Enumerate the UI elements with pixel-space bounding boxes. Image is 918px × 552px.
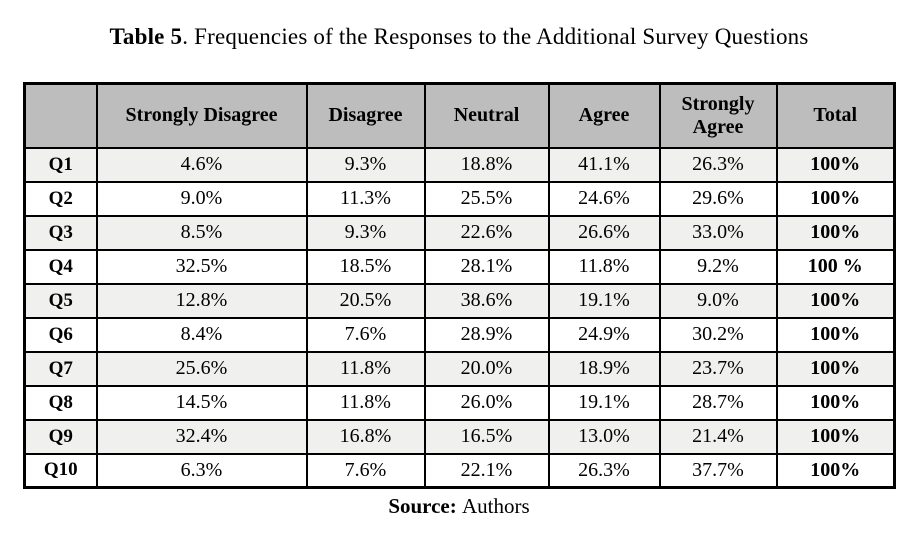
cell-neutral: 22.1%: [423, 452, 550, 489]
cell-total: 100%: [775, 452, 896, 489]
cell-disagree: 9.3%: [305, 146, 426, 183]
cell-strongly-agree: 29.6%: [658, 180, 778, 217]
table-row-q4: Q4 32.5% 18.5% 28.1% 11.8% 9.2% 100 %: [23, 248, 896, 285]
cell-total: 100%: [775, 384, 896, 421]
cell-total: 100%: [775, 146, 896, 183]
table-row-q6: Q6 8.4% 7.6% 28.9% 24.9% 30.2% 100%: [23, 316, 896, 353]
cell-strongly-disagree: 8.4%: [95, 316, 308, 353]
header-row: Strongly Disagree Disagree Neutral Agree…: [23, 82, 896, 149]
cell-agree: 24.6%: [547, 180, 661, 217]
source-author: Authors: [462, 494, 530, 518]
cell-total: 100%: [775, 418, 896, 455]
cell-neutral: 16.5%: [423, 418, 550, 455]
cell-disagree: 11.3%: [305, 180, 426, 217]
row-label: Q3: [23, 214, 98, 251]
source-note: Source: Authors: [0, 494, 918, 519]
row-label: Q7: [23, 350, 98, 387]
cell-total: 100%: [775, 316, 896, 353]
cell-neutral: 25.5%: [423, 180, 550, 217]
cell-disagree: 16.8%: [305, 418, 426, 455]
header-cell-neutral: Neutral: [423, 82, 550, 149]
row-label: Q6: [23, 316, 98, 353]
cell-disagree: 7.6%: [305, 452, 426, 489]
cell-agree: 24.9%: [547, 316, 661, 353]
cell-agree: 19.1%: [547, 282, 661, 319]
table-body: Q1 4.6% 9.3% 18.8% 41.1% 26.3% 100% Q2 9…: [23, 146, 896, 489]
table-row-q5: Q5 12.8% 20.5% 38.6% 19.1% 9.0% 100%: [23, 282, 896, 319]
cell-agree: 26.6%: [547, 214, 661, 251]
cell-strongly-disagree: 12.8%: [95, 282, 308, 319]
cell-total: 100 %: [775, 248, 896, 285]
row-label: Q8: [23, 384, 98, 421]
cell-disagree: 18.5%: [305, 248, 426, 285]
cell-strongly-agree: 33.0%: [658, 214, 778, 251]
cell-strongly-agree: 9.0%: [658, 282, 778, 319]
cell-total: 100%: [775, 180, 896, 217]
header-cell-total: Total: [775, 82, 896, 149]
cell-agree: 19.1%: [547, 384, 661, 421]
header-cell-blank: [23, 82, 98, 149]
cell-agree: 11.8%: [547, 248, 661, 285]
row-label: Q10: [23, 452, 98, 489]
cell-total: 100%: [775, 282, 896, 319]
table-row-q7: Q7 25.6% 11.8% 20.0% 18.9% 23.7% 100%: [23, 350, 896, 387]
table-caption-text: . Frequencies of the Responses to the Ad…: [182, 24, 809, 49]
header-cell-strongly-agree: Strongly Agree: [658, 82, 778, 149]
cell-disagree: 7.6%: [305, 316, 426, 353]
table-row-q1: Q1 4.6% 9.3% 18.8% 41.1% 26.3% 100%: [23, 146, 896, 183]
cell-agree: 13.0%: [547, 418, 661, 455]
cell-strongly-agree: 37.7%: [658, 452, 778, 489]
table-caption-number: Table 5: [109, 24, 183, 49]
cell-strongly-agree: 28.7%: [658, 384, 778, 421]
cell-disagree: 11.8%: [305, 350, 426, 387]
cell-neutral: 22.6%: [423, 214, 550, 251]
header-cell-agree: Agree: [547, 82, 661, 149]
table-row-q10: Q10 6.3% 7.6% 22.1% 26.3% 37.7% 100%: [23, 452, 896, 489]
row-label: Q5: [23, 282, 98, 319]
cell-strongly-disagree: 4.6%: [95, 146, 308, 183]
cell-neutral: 26.0%: [423, 384, 550, 421]
table-row-q8: Q8 14.5% 11.8% 26.0% 19.1% 28.7% 100%: [23, 384, 896, 421]
cell-total: 100%: [775, 214, 896, 251]
cell-agree: 41.1%: [547, 146, 661, 183]
cell-strongly-agree: 21.4%: [658, 418, 778, 455]
cell-total: 100%: [775, 350, 896, 387]
row-label: Q2: [23, 180, 98, 217]
row-label: Q1: [23, 146, 98, 183]
cell-strongly-disagree: 14.5%: [95, 384, 308, 421]
cell-neutral: 28.9%: [423, 316, 550, 353]
table-row-q9: Q9 32.4% 16.8% 16.5% 13.0% 21.4% 100%: [23, 418, 896, 455]
cell-disagree: 9.3%: [305, 214, 426, 251]
cell-disagree: 11.8%: [305, 384, 426, 421]
cell-neutral: 38.6%: [423, 282, 550, 319]
frequencies-table: Strongly Disagree Disagree Neutral Agree…: [23, 82, 896, 489]
cell-neutral: 20.0%: [423, 350, 550, 387]
cell-strongly-agree: 23.7%: [658, 350, 778, 387]
table-row-q2: Q2 9.0% 11.3% 25.5% 24.6% 29.6% 100%: [23, 180, 896, 217]
table-caption: Table 5. Frequencies of the Responses to…: [0, 24, 918, 50]
cell-strongly-disagree: 6.3%: [95, 452, 308, 489]
cell-strongly-disagree: 32.4%: [95, 418, 308, 455]
source-label: Source:: [388, 494, 457, 518]
cell-neutral: 18.8%: [423, 146, 550, 183]
cell-agree: 26.3%: [547, 452, 661, 489]
table-header: Strongly Disagree Disagree Neutral Agree…: [23, 82, 896, 149]
header-cell-strongly-disagree: Strongly Disagree: [95, 82, 308, 149]
row-label: Q9: [23, 418, 98, 455]
cell-strongly-agree: 9.2%: [658, 248, 778, 285]
cell-disagree: 20.5%: [305, 282, 426, 319]
cell-strongly-agree: 30.2%: [658, 316, 778, 353]
cell-strongly-disagree: 32.5%: [95, 248, 308, 285]
table-row-q3: Q3 8.5% 9.3% 22.6% 26.6% 33.0% 100%: [23, 214, 896, 251]
cell-strongly-disagree: 9.0%: [95, 180, 308, 217]
header-cell-disagree: Disagree: [305, 82, 426, 149]
cell-strongly-agree: 26.3%: [658, 146, 778, 183]
row-label: Q4: [23, 248, 98, 285]
cell-strongly-disagree: 25.6%: [95, 350, 308, 387]
cell-agree: 18.9%: [547, 350, 661, 387]
cell-strongly-disagree: 8.5%: [95, 214, 308, 251]
cell-neutral: 28.1%: [423, 248, 550, 285]
